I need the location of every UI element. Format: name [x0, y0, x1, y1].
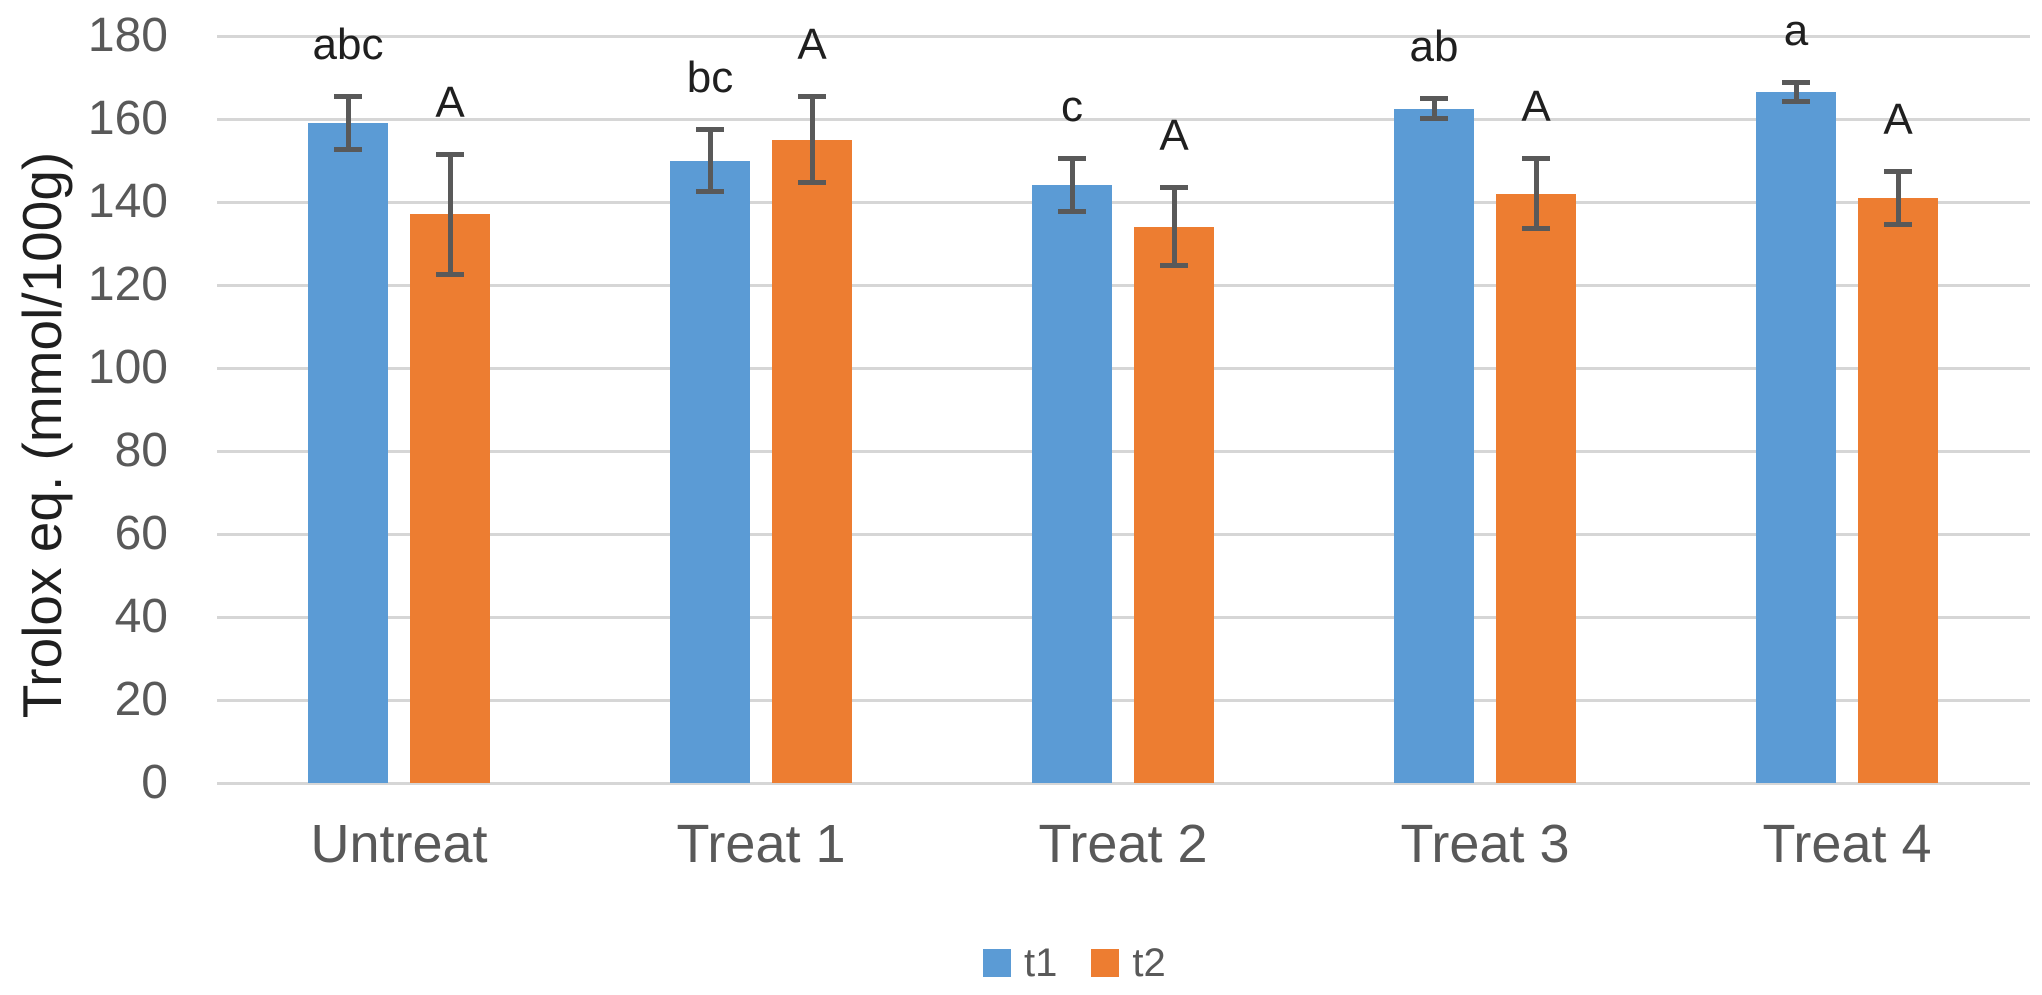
y-tick-label-180: 180 [87, 9, 168, 62]
gridline-y-0 [217, 782, 2030, 785]
error-bar-t1-treat-3 [1420, 96, 1448, 122]
y-tick-label-0: 0 [141, 756, 168, 809]
legend: t1 t2 [983, 941, 1166, 985]
error-bar-stem [345, 94, 351, 153]
error-bar-cap-bottom [334, 147, 362, 153]
error-bar-cap-bottom [1782, 99, 1810, 105]
sig-label-t1-untreat: abc [312, 20, 384, 70]
sig-label-t2-treat-4: A [1883, 94, 1913, 144]
error-bar-cap-bottom [1420, 116, 1448, 122]
error-bar-t2-treat-2 [1160, 185, 1188, 269]
x-category-label-treat-3: Treat 3 [1400, 814, 1570, 874]
sig-label-t1-treat-4: a [1783, 5, 1809, 55]
error-bar-t2-treat-4 [1884, 168, 1912, 227]
legend-item-t1: t1 [983, 941, 1057, 985]
y-tick-label-60: 60 [114, 507, 168, 560]
legend-label-t1: t1 [1024, 941, 1058, 985]
error-bar-cap-bottom [1160, 263, 1188, 269]
legend-swatch-t1 [983, 949, 1011, 977]
error-bar-cap-bottom [798, 180, 826, 186]
error-bar-cap-bottom [1058, 209, 1086, 215]
gridline-y-120 [217, 284, 2030, 287]
bar-t1-untreat [308, 123, 388, 783]
sig-label-t1-treat-2: c [1061, 82, 1083, 132]
error-bar-t1-treat-2 [1058, 156, 1086, 215]
sig-label-t1-treat-3: ab [1409, 22, 1459, 72]
error-bar-stem [1069, 156, 1075, 215]
bar-t1-treat-3 [1394, 108, 1474, 783]
bar-t2-treat-1 [772, 139, 852, 783]
error-bar-stem [1895, 168, 1901, 227]
error-bar-cap-bottom [436, 271, 464, 277]
y-tick-label-120: 120 [87, 258, 168, 311]
sig-label-t2-treat-2: A [1159, 111, 1189, 161]
bar-t1-treat-1 [670, 160, 750, 783]
bar-t2-treat-4 [1858, 197, 1938, 783]
error-bar-cap-bottom [1522, 226, 1550, 232]
sig-label-t2-treat-1: A [797, 20, 827, 70]
legend-label-t2: t2 [1132, 941, 1166, 985]
sig-label-t2-untreat: A [435, 78, 465, 128]
error-bar-stem [707, 127, 713, 194]
x-category-label-untreat: Untreat [310, 814, 488, 874]
gridline-y-20 [217, 699, 2030, 702]
error-bar-t2-treat-1 [798, 94, 826, 186]
error-bar-stem [809, 94, 815, 186]
bar-t2-treat-3 [1496, 193, 1576, 783]
y-tick-label-160: 160 [87, 92, 168, 145]
error-bar-cap-bottom [1884, 221, 1912, 227]
error-bar-t1-treat-4 [1782, 79, 1810, 105]
y-tick-label-40: 40 [114, 590, 168, 643]
gridline-y-140 [217, 201, 2030, 204]
bar-t1-treat-4 [1756, 92, 1836, 783]
gridline-y-100 [217, 367, 2030, 370]
gridline-y-80 [217, 450, 2030, 453]
x-category-label-treat-4: Treat 4 [1762, 814, 1932, 874]
gridline-y-180 [217, 35, 2030, 38]
error-bar-stem [447, 152, 453, 277]
sig-label-t2-treat-3: A [1521, 82, 1551, 132]
y-tick-label-140: 140 [87, 175, 168, 228]
error-bar-t2-untreat [436, 152, 464, 277]
y-tick-label-20: 20 [114, 673, 168, 726]
bar-t2-treat-2 [1134, 226, 1214, 783]
x-category-label-treat-2: Treat 2 [1038, 814, 1208, 874]
error-bar-t1-treat-1 [696, 127, 724, 194]
error-bar-stem [1533, 156, 1539, 232]
gridline-y-160 [217, 118, 2030, 121]
bar-t1-treat-2 [1032, 185, 1112, 783]
y-tick-label-100: 100 [87, 341, 168, 394]
gridline-y-40 [217, 616, 2030, 619]
gridline-y-60 [217, 533, 2030, 536]
legend-swatch-t2 [1091, 949, 1120, 977]
x-category-label-treat-1: Treat 1 [676, 814, 846, 874]
error-bar-stem [1171, 185, 1177, 269]
sig-label-t1-treat-1: bc [686, 53, 734, 103]
bar-t2-untreat [410, 214, 490, 783]
error-bar-t1-untreat [334, 94, 362, 153]
error-bar-stem [1793, 79, 1799, 105]
error-bar-stem [1431, 96, 1437, 122]
y-tick-label-80: 80 [114, 424, 168, 477]
legend-item-t2: t2 [1091, 941, 1166, 985]
error-bar-t2-treat-3 [1522, 156, 1550, 232]
error-bar-cap-bottom [696, 188, 724, 194]
